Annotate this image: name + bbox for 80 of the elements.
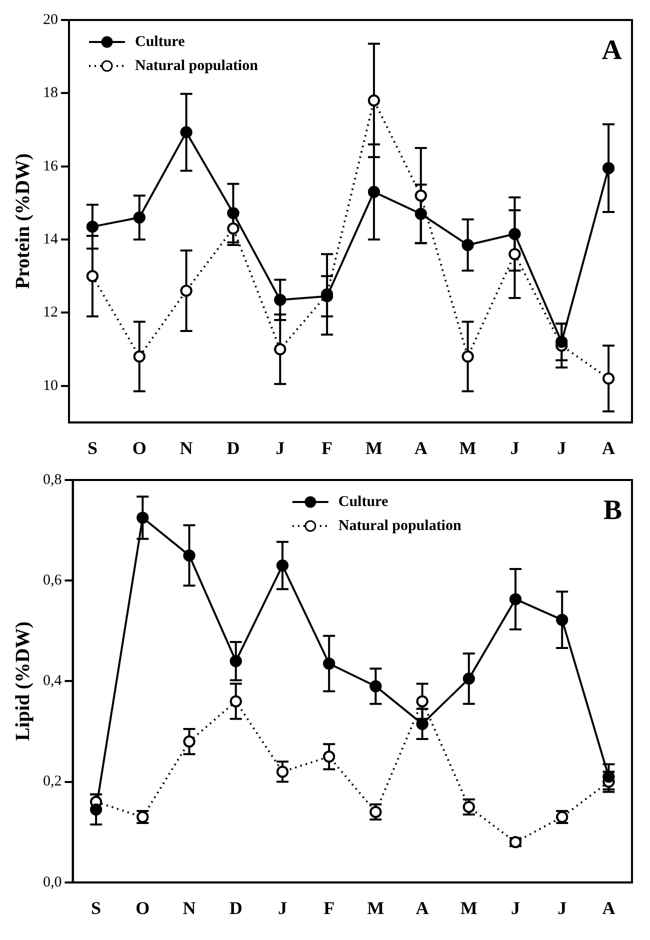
point — [227, 222, 240, 235]
point — [462, 350, 474, 363]
point — [416, 695, 428, 708]
point — [602, 770, 615, 783]
y-tick-label: 0,6 — [43, 572, 62, 589]
legend-label: Culture — [135, 34, 186, 50]
y-tick-label: 20 — [43, 12, 58, 28]
x-tick-label: A — [416, 898, 429, 918]
x-tick-label: M — [365, 438, 382, 458]
x-tick-label: J — [510, 438, 520, 458]
point — [462, 238, 474, 251]
y-tick-label: 0,4 — [43, 673, 62, 690]
point — [368, 186, 380, 198]
x-tick-label: J — [276, 438, 285, 458]
point — [414, 190, 427, 202]
x-tick-label: D — [229, 898, 242, 918]
x-tick-label: D — [226, 438, 240, 458]
x-tick-label: J — [557, 438, 566, 458]
point — [602, 372, 615, 384]
x-tick-label: S — [91, 898, 102, 918]
y-tick-label: 16 — [43, 158, 58, 174]
x-tick-label: A — [414, 438, 428, 458]
point — [368, 94, 380, 106]
point — [230, 655, 242, 668]
legend-label: Natural population — [338, 518, 462, 534]
point — [180, 284, 192, 297]
x-tick-label: J — [278, 898, 287, 918]
point — [183, 736, 196, 748]
x-tick-label: A — [602, 438, 616, 458]
y-tick-label: 14 — [43, 231, 58, 248]
y-tick-label: 12 — [43, 304, 58, 321]
x-tick-label: A — [602, 898, 616, 918]
point — [86, 270, 98, 282]
point — [323, 750, 336, 763]
point — [136, 512, 149, 524]
legend-label: Culture — [338, 494, 388, 510]
point — [86, 220, 98, 233]
x-tick-label: O — [136, 898, 150, 918]
point — [276, 560, 288, 572]
x-tick-label: S — [87, 438, 98, 458]
point — [556, 614, 568, 626]
point — [133, 350, 146, 363]
point — [274, 294, 286, 306]
x-tick-label: F — [324, 898, 335, 918]
x-tick-label: O — [132, 438, 146, 458]
point — [274, 343, 286, 356]
point — [90, 803, 102, 816]
x-tick-label: M — [459, 438, 476, 458]
y-tick-label: 0,8 — [43, 472, 62, 488]
point — [462, 672, 475, 685]
y-tick-label: 0,0 — [43, 874, 62, 890]
point — [508, 248, 521, 260]
x-tick-label: F — [322, 438, 333, 458]
x-tick-label: M — [460, 898, 478, 918]
y-axis-title: Protein (%DW) — [12, 153, 34, 290]
point — [180, 126, 192, 138]
x-tick-label: N — [182, 898, 196, 918]
y-tick-label: 0,2 — [43, 774, 62, 790]
point — [230, 695, 242, 708]
x-tick-label: N — [180, 438, 193, 458]
annotation: A — [602, 35, 623, 66]
y-axis-title: Lipid (%DW) — [12, 621, 34, 741]
x-tick-label: M — [367, 898, 384, 918]
x-tick-label: J — [558, 898, 567, 918]
y-tick-label: 18 — [43, 85, 58, 102]
x-tick-label: J — [510, 898, 520, 918]
point — [414, 208, 427, 220]
legend-label: Natural population — [135, 58, 259, 74]
point — [602, 162, 615, 174]
point — [370, 680, 382, 692]
point — [323, 658, 336, 670]
point — [508, 228, 521, 240]
point — [183, 549, 196, 562]
point — [509, 593, 522, 606]
point — [133, 212, 146, 224]
annotation: B — [603, 495, 622, 526]
point — [227, 207, 240, 220]
point — [556, 336, 568, 348]
y-tick-label: 10 — [43, 378, 58, 394]
point — [276, 766, 288, 778]
